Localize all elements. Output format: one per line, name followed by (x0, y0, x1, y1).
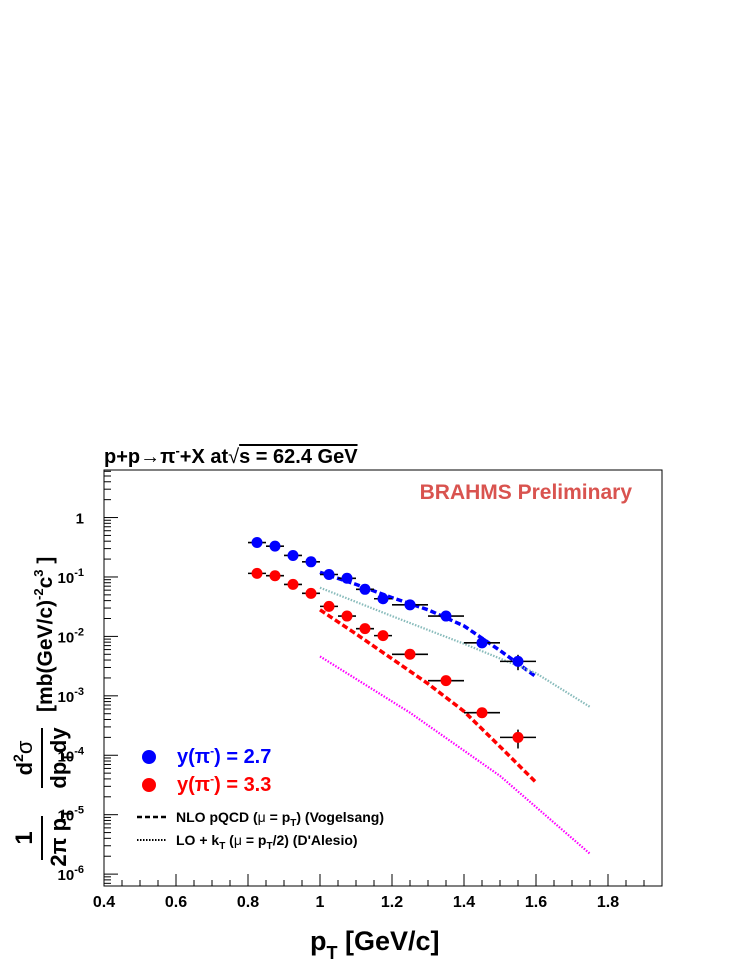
data-point (440, 610, 452, 622)
data-point (512, 731, 524, 743)
x-tick-label: 1.8 (597, 894, 619, 911)
y-tick-label: 10-1 (58, 567, 84, 587)
data-point (512, 655, 524, 667)
data-point (404, 599, 416, 611)
legend-label-y33: y(π-) = 3.3 (177, 772, 271, 796)
axes: 0.4 0.6 0.8 1 1.2 1.4 1.6 1.8 1 10-1 10-2 10-3 10-4 1… (58, 470, 645, 911)
data-points (248, 537, 536, 749)
y-tick-label: 10-2 (58, 626, 84, 646)
data-point (404, 648, 416, 660)
legend-label-y27: y(π-) = 2.7 (177, 744, 271, 768)
data-point (341, 572, 353, 584)
chart-title: p+p→π-+X at√s = 62.4 GeV (104, 443, 358, 468)
y-tick-label: 10-4 (58, 745, 85, 765)
data-point (476, 707, 488, 719)
x-tick-label: 0.4 (93, 894, 115, 911)
y-axis-title-num: d2σ (10, 740, 37, 775)
data-point (287, 578, 299, 590)
y-tick-label: 10-6 (58, 864, 84, 884)
data-point (377, 630, 389, 642)
data-point (287, 549, 299, 561)
x-tick-label: 0.6 (165, 894, 187, 911)
y-tick-label: 10-5 (58, 805, 84, 825)
y-axis-title-den2: dpTdy (46, 727, 75, 789)
theory-curve (319, 586, 591, 708)
legend-marker-red (142, 778, 156, 792)
y-axis-title-den: 2π pT (46, 809, 75, 867)
y-axis-title-one: 1 (11, 831, 38, 844)
legend: y(π-) = 2.7 y(π-) = 3.3 NLO pQCD (μ = pT… (137, 744, 384, 852)
watermark-label: BRAHMS Preliminary (420, 481, 633, 504)
x-tick-label: 1.4 (453, 894, 475, 911)
data-point (341, 610, 353, 622)
theory-curve (319, 570, 538, 679)
x-axis-title: pT [GeV/c] (310, 926, 440, 963)
data-point (305, 556, 317, 568)
legend-label-nlo: NLO pQCD (μ = pT) (Vogelsang) (176, 809, 384, 829)
theory-curves (319, 570, 591, 855)
data-point (251, 567, 263, 579)
data-point (440, 675, 452, 687)
x-tick-label: 1.6 (525, 894, 547, 911)
y-tick-label: 10-3 (58, 686, 84, 706)
legend-marker-blue (142, 750, 156, 764)
data-point (251, 537, 263, 549)
y-axis-title: 1 2π pT d2σ dpTdy [mb(GeV/c)-2c3 ] (10, 557, 75, 867)
data-point (323, 600, 335, 612)
y-axis-title-units: [mb(GeV/c)-2c3 ] (31, 557, 57, 712)
data-point (269, 540, 281, 552)
y-tick-label: 1 (76, 511, 84, 528)
x-tick-label: 1.2 (381, 894, 403, 911)
legend-label-lo: LO + kT (μ = pT/2) (D'Alesio) (176, 832, 358, 852)
data-point (269, 570, 281, 582)
data-point (476, 637, 488, 649)
x-tick-label: 1 (316, 894, 325, 911)
x-tick-label: 0.8 (237, 894, 259, 911)
data-point (359, 623, 371, 635)
data-point (377, 593, 389, 605)
data-point (305, 587, 317, 599)
data-point (323, 569, 335, 581)
theory-curve (319, 608, 538, 784)
data-point (359, 583, 371, 595)
